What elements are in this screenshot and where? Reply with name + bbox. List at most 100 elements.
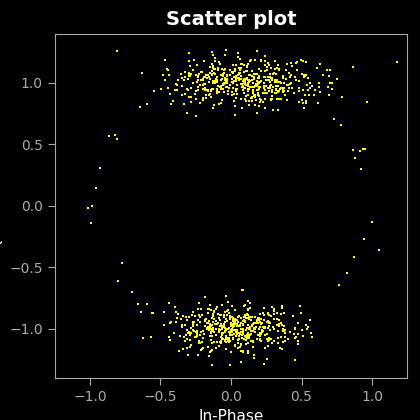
Channel 1	[206, 78, 213, 85]
Channel 1	[189, 66, 196, 73]
Channel 1	[276, 323, 282, 329]
Channel 1	[206, 349, 213, 355]
Channel 1	[316, 84, 323, 91]
Channel 1	[234, 331, 241, 337]
Channel 1	[276, 95, 282, 102]
Channel 1	[184, 86, 191, 92]
Channel 1	[229, 335, 236, 342]
Channel 1	[260, 328, 266, 334]
Channel 1	[296, 98, 302, 105]
Channel 1	[258, 56, 265, 63]
Channel 1	[172, 80, 179, 87]
Channel 1	[207, 332, 214, 339]
Channel 1	[251, 352, 258, 358]
Channel 1	[248, 330, 255, 337]
Channel 1	[147, 333, 154, 340]
Channel 1	[266, 312, 273, 318]
Channel 1	[244, 77, 251, 84]
Channel 1	[295, 78, 302, 84]
Channel 1	[193, 322, 200, 328]
Channel 1	[232, 65, 239, 72]
Channel 1	[174, 81, 181, 88]
Channel 1	[231, 307, 238, 313]
Channel 1	[288, 60, 294, 67]
Channel 1	[221, 67, 228, 74]
Channel 1	[189, 312, 196, 318]
Channel 1	[210, 63, 217, 69]
Channel 1	[256, 79, 263, 86]
Channel 1	[213, 318, 219, 324]
Channel 1	[237, 73, 244, 80]
Channel 1	[263, 355, 270, 362]
Channel 1	[232, 343, 239, 349]
Channel 1	[299, 58, 306, 65]
Channel 1	[272, 66, 278, 73]
Channel 1	[242, 75, 249, 82]
Channel 1	[240, 321, 247, 328]
Channel 1	[181, 76, 188, 83]
Channel 1	[251, 93, 257, 100]
Channel 1	[248, 338, 255, 344]
Channel 1	[338, 122, 345, 129]
Channel 1	[186, 331, 193, 338]
Channel 1	[273, 89, 280, 96]
Channel 1	[241, 314, 247, 320]
Channel 1	[187, 99, 194, 105]
Channel 1	[245, 92, 252, 99]
Channel 1	[229, 320, 236, 327]
Channel 1	[93, 185, 100, 192]
Channel 1	[221, 314, 228, 320]
Channel 1	[261, 74, 268, 80]
Channel 1	[237, 60, 244, 67]
Channel 1	[247, 83, 253, 90]
Channel 1	[204, 319, 210, 326]
Channel 1	[254, 317, 260, 324]
Channel 1	[251, 326, 257, 333]
Channel 1	[209, 85, 215, 92]
Channel 1	[249, 88, 256, 95]
Channel 1	[246, 315, 253, 322]
Channel 1	[260, 85, 267, 92]
Channel 1	[206, 306, 213, 312]
Channel 1	[239, 82, 246, 89]
Channel 1	[238, 81, 245, 87]
Channel 1	[185, 330, 192, 336]
Channel 1	[165, 300, 172, 307]
Channel 1	[255, 81, 262, 87]
Channel 1	[239, 287, 246, 294]
Channel 1	[192, 72, 199, 79]
Channel 1	[262, 87, 268, 94]
Channel 1	[239, 78, 246, 85]
Channel 1	[210, 328, 217, 335]
Channel 1	[232, 327, 239, 333]
Channel 1	[229, 328, 236, 335]
Channel 1	[190, 323, 197, 329]
Channel 1	[225, 338, 232, 344]
Channel 1	[166, 91, 173, 97]
Channel 1	[262, 90, 269, 97]
Channel 1	[315, 100, 322, 107]
Channel 1	[222, 329, 228, 336]
Channel 1	[241, 62, 248, 69]
Channel 1	[211, 308, 218, 315]
Channel 1	[280, 88, 287, 95]
Channel 1	[212, 71, 218, 78]
Channel 1	[219, 66, 226, 73]
Channel 1	[249, 93, 255, 100]
Channel 1	[223, 71, 230, 78]
Channel 1	[335, 281, 342, 288]
Channel 1	[218, 76, 225, 83]
Channel 1	[200, 331, 207, 337]
Channel 1	[226, 309, 233, 316]
Channel 1	[205, 92, 212, 99]
Channel 1	[230, 316, 237, 323]
Channel 1	[217, 311, 223, 318]
Channel 1	[232, 333, 239, 340]
Channel 1	[258, 326, 265, 333]
Channel 1	[258, 338, 265, 344]
Channel 1	[210, 325, 216, 331]
Channel 1	[263, 83, 270, 89]
Channel 1	[360, 236, 367, 243]
Channel 1	[268, 96, 275, 102]
Channel 1	[209, 72, 216, 79]
